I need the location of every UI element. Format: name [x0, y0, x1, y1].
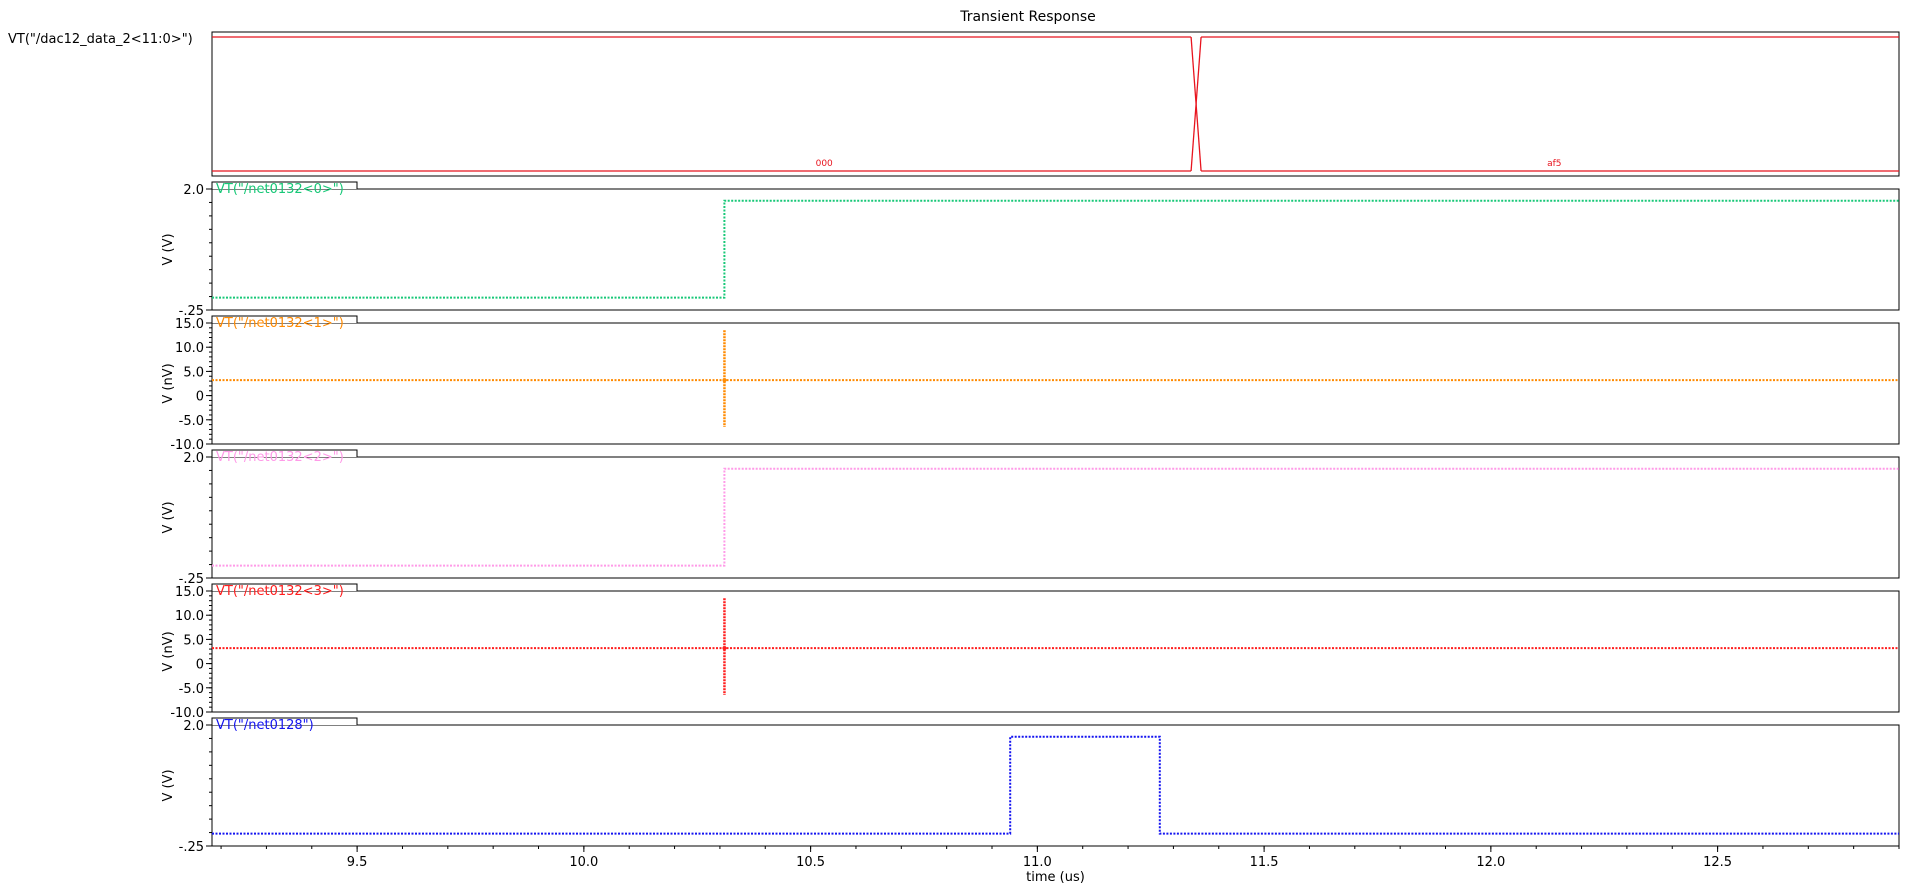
y-tick-label: 15.0	[175, 317, 204, 332]
y-tick-label: 10.0	[175, 609, 204, 624]
y-tick-label: 15.0	[175, 585, 204, 600]
legend-tab	[211, 315, 358, 323]
signal-panel-5: VT("/net0128") V (V) 2.0 -.25	[161, 717, 1900, 855]
legend-tab	[211, 449, 358, 457]
panel-frame	[211, 322, 1900, 445]
signal-label: VT("/net0132<2>")	[216, 450, 344, 465]
y-tick-label: 10.0	[175, 341, 204, 356]
panel-frame	[211, 724, 1900, 847]
x-tick-label: 11.0	[1023, 855, 1052, 870]
y-tick-label: 0	[196, 390, 204, 405]
x-tick-label: 12.0	[1476, 855, 1505, 870]
panel-frame	[211, 456, 1900, 579]
x-tick-label: 9.5	[347, 855, 368, 870]
bus-transition	[1190, 36, 1202, 172]
y-axis-label: V (V)	[161, 501, 176, 533]
y-axis-label: V (nV)	[161, 631, 176, 671]
signal-trace	[212, 199, 1899, 299]
y-tick-label: -5.0	[179, 414, 204, 429]
y-tick-label: 5.0	[183, 633, 204, 648]
signal-trace	[212, 467, 1899, 567]
y-tick-label: -5.0	[179, 682, 204, 697]
x-tick-label: 10.0	[569, 855, 598, 870]
signal-label: VT("/net0132<1>")	[216, 316, 344, 331]
signal-label: VT("/net0132<3>")	[216, 584, 344, 599]
legend-tab	[211, 717, 358, 725]
signal-panel-0: VT("/dac12_data_2<11:0>") 000 af5	[8, 31, 1900, 177]
signal-panel-4: VT("/net0132<3>") V (nV) 15.0 10.0 5.0 0 -5.0 -…	[161, 583, 1900, 721]
x-tick-label: 10.5	[796, 855, 825, 870]
signal-panel-1: VT("/net0132<0>") V (V) 2.0 -.25	[161, 181, 1900, 319]
signal-panel-2: VT("/net0132<1>") V (nV) 15.0 10.0 5.0 0 -5.0 -…	[161, 315, 1900, 453]
y-tick-label: -10.0	[170, 438, 204, 453]
plot-title: Transient Response	[959, 9, 1096, 25]
panel-frame	[211, 31, 1900, 177]
signal-label: VT("/net0128")	[216, 718, 314, 733]
y-tick-label: 5.0	[183, 365, 204, 380]
legend-tab	[211, 181, 358, 189]
y-tick-label: -.25	[179, 572, 204, 587]
x-tick-label: 11.5	[1250, 855, 1279, 870]
y-axis-label: V (nV)	[161, 363, 176, 403]
y-tick-label: -.25	[179, 840, 204, 855]
signal-panel-3: VT("/net0132<2>") V (V) 2.0 -.25	[161, 449, 1900, 587]
signal-trace	[212, 735, 1899, 835]
y-tick-label: 2.0	[183, 719, 204, 734]
x-tick-label: 12.5	[1703, 855, 1732, 870]
signal-label: VT("/net0132<0>")	[216, 182, 344, 197]
signal-label: VT("/dac12_data_2<11:0>")	[8, 32, 193, 47]
glitch-marker	[722, 378, 727, 383]
glitch-marker	[722, 646, 727, 651]
y-tick-label: 2.0	[183, 183, 204, 198]
y-tick-label: -.25	[179, 304, 204, 319]
panel-frame	[211, 590, 1900, 713]
panel-frame	[211, 188, 1900, 311]
y-tick-label: 0	[196, 658, 204, 673]
y-axis-label: V (V)	[161, 233, 176, 265]
x-axis-label: time (us)	[1026, 870, 1085, 885]
bus-value-label: 000	[816, 159, 833, 169]
y-tick-label: -10.0	[170, 706, 204, 721]
bus-value-label: af5	[1547, 159, 1561, 169]
y-axis-label: V (V)	[161, 769, 176, 801]
legend-tab	[211, 583, 358, 591]
y-tick-label: 2.0	[183, 451, 204, 466]
